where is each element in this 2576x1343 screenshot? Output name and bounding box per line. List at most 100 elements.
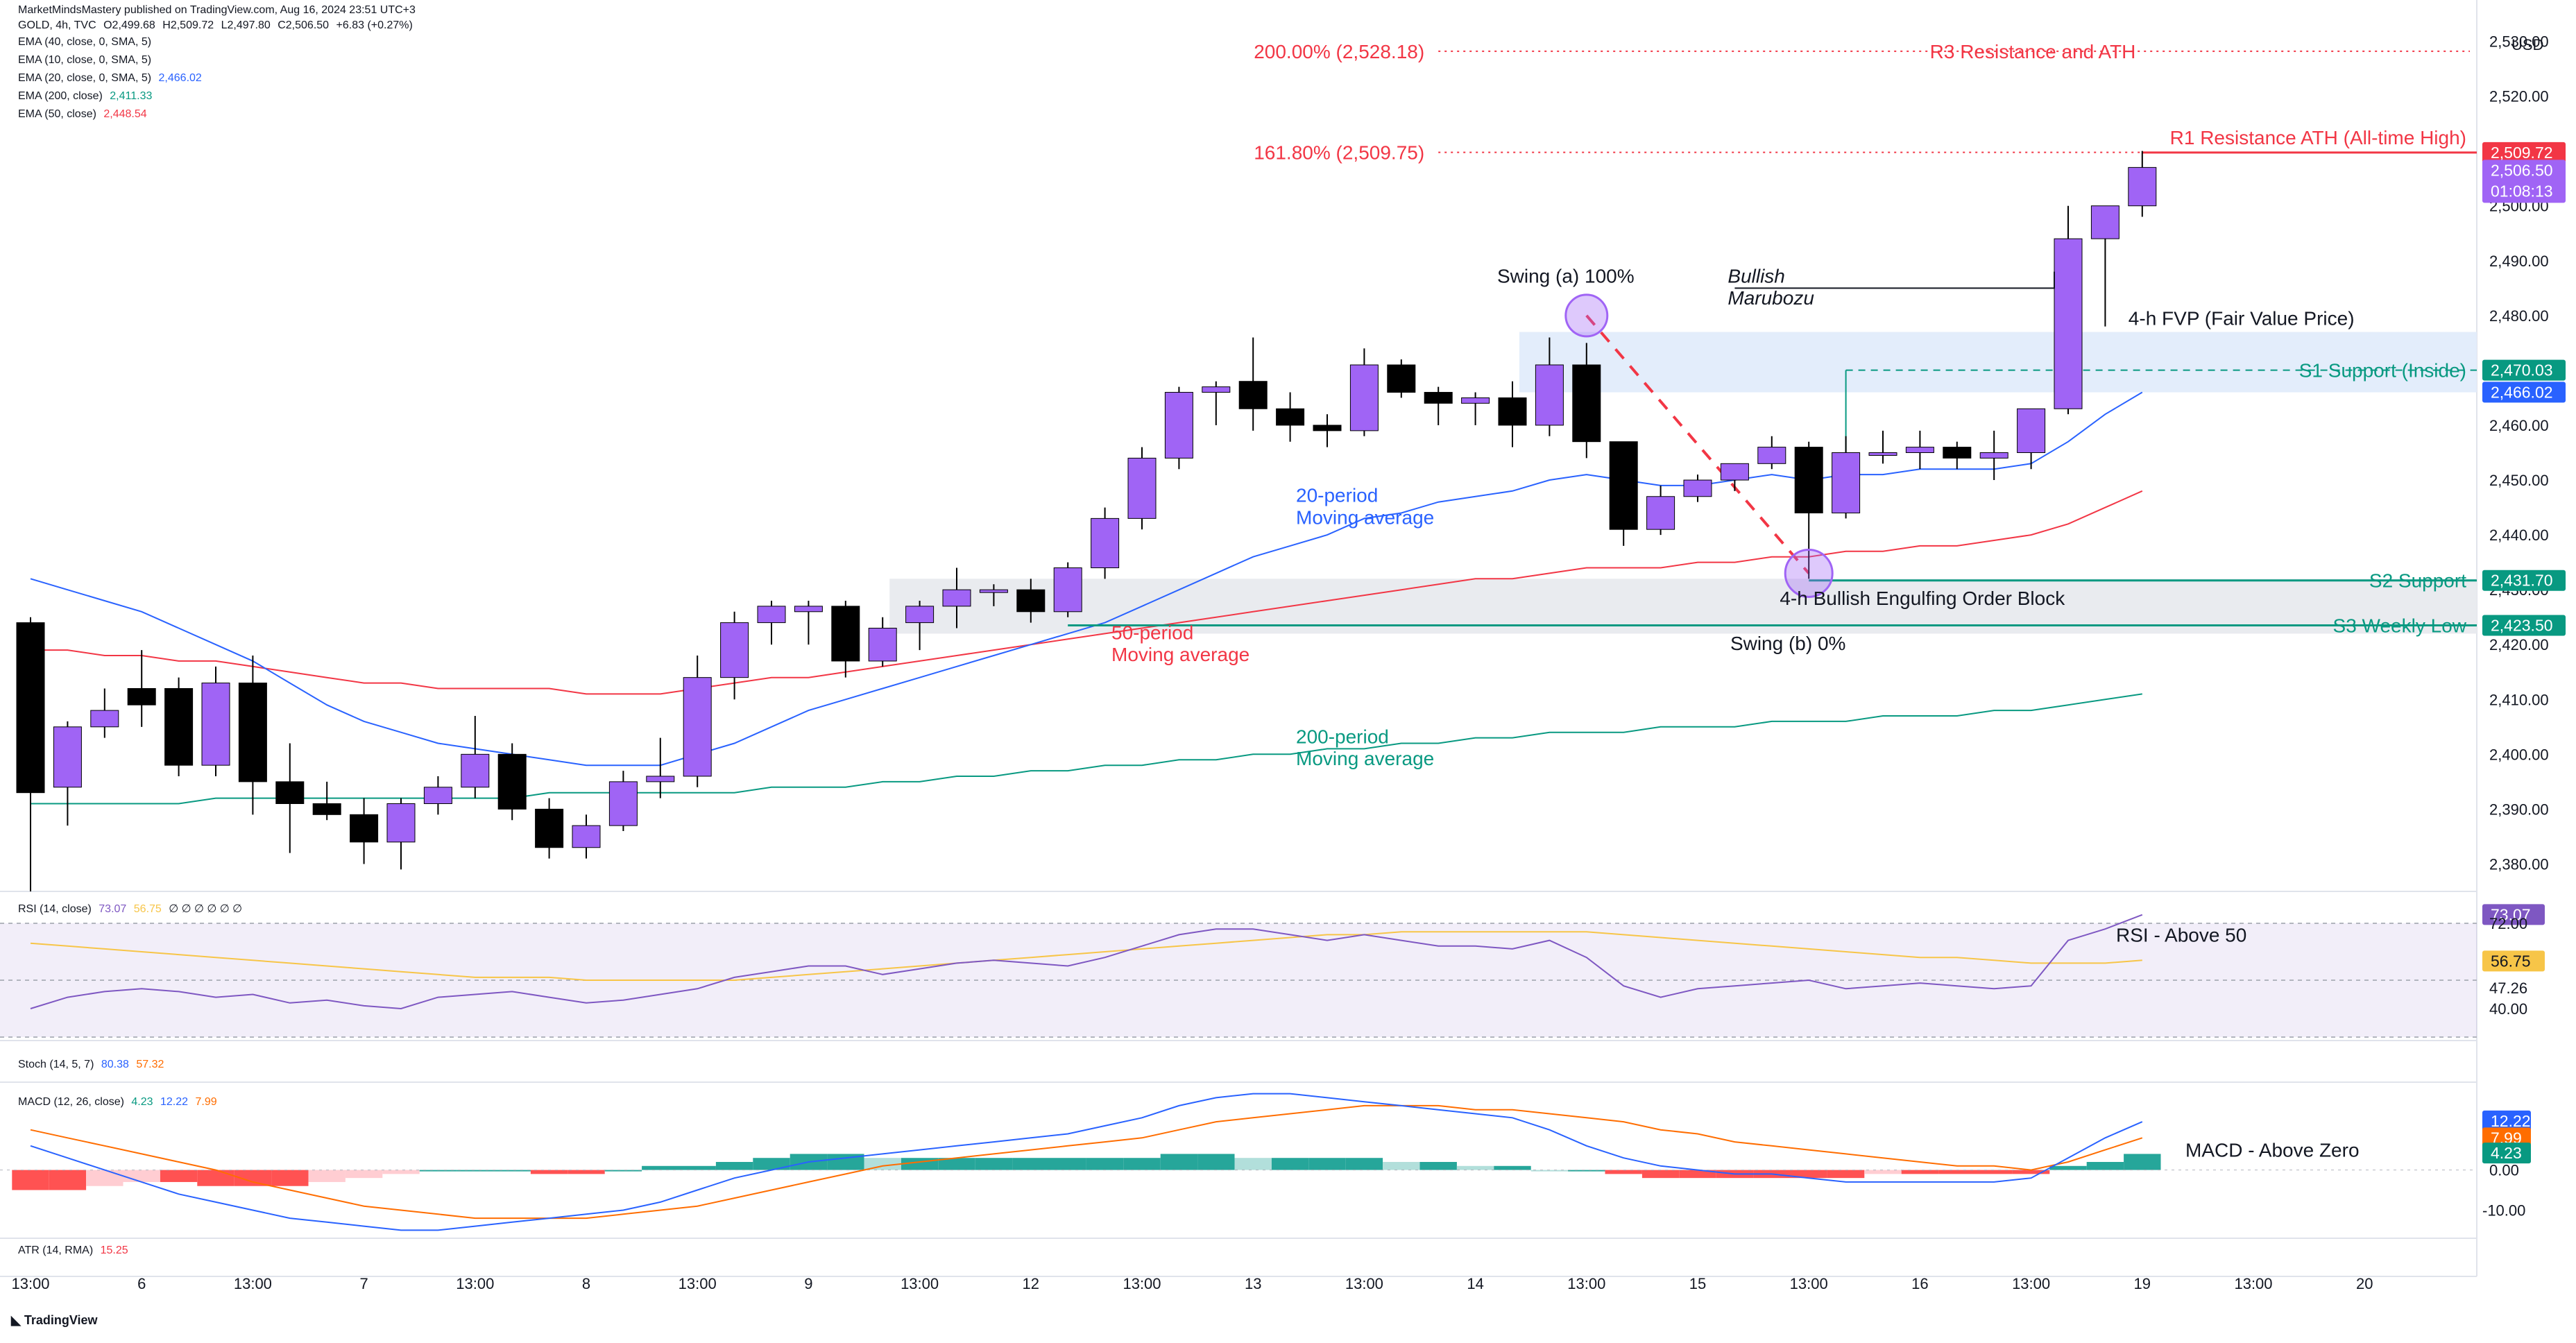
candle-body[interactable] [1868, 452, 1897, 456]
rsi-ma-badge[interactable]: 56.75 [2491, 952, 2531, 970]
candle-body[interactable] [1127, 457, 1157, 519]
swing-b-circle[interactable] [1784, 548, 1834, 598]
macd-value-badge[interactable]: 12.22 [2491, 1112, 2531, 1130]
rsi-legend[interactable]: RSI (14, close) 73.07 56.75 ∅ ∅ ∅ ∅ ∅ ∅ [18, 902, 246, 916]
candle-body[interactable] [1572, 364, 1601, 443]
candle-body[interactable] [16, 622, 45, 794]
macd-histogram-bar [568, 1170, 605, 1174]
macd-legend[interactable]: MACD (12, 26, close) 4.23 12.22 7.99 [18, 1096, 221, 1109]
badge-countdown[interactable]: 01:08:13 [2491, 182, 2553, 200]
candle-body[interactable] [535, 808, 564, 848]
time-tick: 8 [582, 1275, 590, 1292]
candle-body[interactable] [1387, 364, 1416, 393]
candle-body[interactable] [2090, 205, 2119, 239]
candle-body[interactable] [497, 753, 527, 810]
candle-body[interactable] [1276, 408, 1305, 426]
candle-body[interactable] [312, 803, 341, 815]
badge-s2[interactable]: 2,431.70 [2491, 572, 2553, 590]
candle-body[interactable] [238, 683, 267, 782]
time-tick: 13:00 [679, 1275, 717, 1292]
candle-body[interactable] [1202, 386, 1231, 393]
candle-body[interactable] [1757, 447, 1786, 464]
time-tick: 12 [1023, 1275, 1039, 1292]
rsi-value-badge[interactable]: 73.07 [2491, 905, 2531, 923]
candle-body[interactable] [608, 781, 638, 826]
ema-legend-2[interactable]: EMA (20, close, 0, SMA, 5) 2,466.02 [18, 72, 206, 85]
candle-body[interactable] [1498, 397, 1527, 426]
candle-body[interactable] [127, 687, 156, 705]
ema200-annotation-title: 200-period [1296, 726, 1389, 748]
candle-body[interactable] [2054, 238, 2083, 409]
candle-body[interactable] [1313, 425, 1342, 431]
swing-connector [1585, 314, 1810, 574]
badge-high[interactable]: 2,509.72 [2491, 144, 2553, 162]
candle-body[interactable] [1349, 364, 1379, 431]
tradingview-brand[interactable]: ◣ TradingView [11, 1313, 98, 1328]
candle-body[interactable] [1794, 447, 1823, 513]
candle-body[interactable] [1016, 589, 1046, 613]
candle-body[interactable] [979, 589, 1008, 593]
candle-body[interactable] [942, 589, 971, 607]
candle-body[interactable] [164, 687, 194, 766]
badge-last[interactable]: 2,506.50 [2491, 161, 2553, 179]
candle-body[interactable] [423, 787, 452, 804]
candle-body[interactable] [831, 606, 860, 662]
ema-legend-label: EMA (200, close) [18, 90, 103, 102]
candle-body[interactable] [1832, 452, 1861, 513]
ema-legend-4[interactable]: EMA (50, close) 2,448.54 [18, 108, 151, 121]
candle-body[interactable] [1238, 381, 1268, 409]
candle-body[interactable] [386, 803, 416, 843]
fvp-zone[interactable] [1519, 332, 2477, 393]
macd-histogram-bar [493, 1170, 531, 1172]
candle-body[interactable] [350, 814, 379, 843]
candle-body[interactable] [905, 606, 935, 624]
ema-legend-0[interactable]: EMA (40, close, 0, SMA, 5) [18, 36, 155, 49]
candle-body[interactable] [646, 776, 675, 782]
candle-body[interactable] [1053, 567, 1082, 613]
candle-body[interactable] [1091, 517, 1120, 569]
candle-body[interactable] [683, 677, 712, 777]
macd-histogram-bar [1827, 1170, 1865, 1179]
macd-hist-badge[interactable]: 4.23 [2491, 1144, 2522, 1162]
candle-body[interactable] [1943, 447, 1972, 459]
stoch-legend[interactable]: Stoch (14, 5, 7) 80.38 57.32 [18, 1059, 168, 1071]
candle-body[interactable] [1720, 463, 1749, 481]
badge-s1[interactable]: 2,470.03 [2491, 361, 2553, 379]
candle-body[interactable] [868, 628, 897, 662]
ema-legend-3[interactable]: EMA (200, close) 2,411.33 [18, 90, 156, 103]
candle-body[interactable] [53, 726, 82, 788]
candle-body[interactable] [2128, 166, 2157, 207]
tradingview-brand-text: TradingView [24, 1313, 98, 1327]
price-tick: 2,390.00 [2489, 801, 2549, 818]
candle-body[interactable] [1424, 392, 1453, 404]
candle-body[interactable] [757, 606, 786, 624]
ema20-line [30, 391, 2143, 767]
candle-body[interactable] [201, 683, 230, 766]
badge-s3[interactable]: 2,423.50 [2491, 617, 2553, 635]
candle-body[interactable] [1164, 392, 1193, 459]
badge-ema20[interactable]: 2,466.02 [2491, 383, 2553, 401]
candle-body[interactable] [90, 710, 119, 728]
atr-legend[interactable]: ATR (14, RMA) 15.25 [18, 1244, 133, 1257]
candle-body[interactable] [1683, 479, 1712, 497]
candle-body[interactable] [1461, 397, 1490, 404]
ohlc-close: C2,506.50 [278, 19, 330, 31]
candle-body[interactable] [1905, 447, 1934, 453]
candle-body[interactable] [1609, 441, 1638, 530]
ema-legend-1[interactable]: EMA (10, close, 0, SMA, 5) [18, 54, 155, 67]
candle-body[interactable] [1646, 496, 1675, 530]
candle-body[interactable] [1979, 452, 2008, 459]
candle-body[interactable] [572, 825, 601, 848]
macd-tick: 0.00 [2489, 1162, 2519, 1179]
candle-body[interactable] [461, 753, 490, 788]
rsi-legend-label: RSI (14, close) [18, 903, 92, 915]
swing-a-circle[interactable] [1564, 293, 1609, 338]
candle-body[interactable] [275, 781, 305, 804]
candle-body[interactable] [720, 622, 749, 678]
candle-body[interactable] [794, 606, 823, 613]
candle-body[interactable] [2017, 408, 2046, 453]
candle-body[interactable] [1535, 364, 1564, 426]
symbol-text[interactable]: GOLD, 4h, TVC [18, 19, 96, 31]
